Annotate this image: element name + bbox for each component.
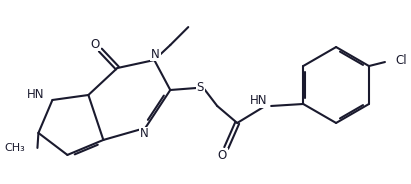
Text: N: N <box>140 128 149 140</box>
Text: Cl: Cl <box>395 54 406 67</box>
Text: O: O <box>91 38 100 51</box>
Text: HN: HN <box>27 89 44 102</box>
Text: O: O <box>217 149 227 162</box>
Text: CH₃: CH₃ <box>5 143 25 153</box>
Text: HN: HN <box>249 95 267 107</box>
Text: S: S <box>196 81 204 93</box>
Text: N: N <box>151 47 159 61</box>
